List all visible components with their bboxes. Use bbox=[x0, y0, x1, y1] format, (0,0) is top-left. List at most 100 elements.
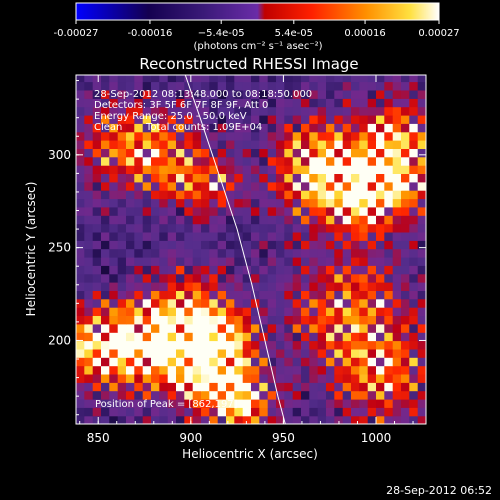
heatmap-cell bbox=[117, 407, 127, 417]
heatmap-cell bbox=[401, 298, 410, 308]
heatmap-cell bbox=[84, 131, 94, 141]
heatmap-cell bbox=[301, 365, 310, 375]
heatmap-cell bbox=[167, 373, 177, 383]
heatmap-cell bbox=[184, 332, 194, 342]
heatmap-cell bbox=[301, 390, 310, 400]
heatmap-cell bbox=[334, 382, 344, 392]
heatmap-cell bbox=[117, 340, 127, 350]
heatmap-cell bbox=[401, 382, 410, 392]
heatmap-cell bbox=[401, 140, 410, 149]
heatmap-cell bbox=[351, 323, 360, 333]
heatmap-cell bbox=[259, 382, 269, 392]
heatmap-cell bbox=[142, 340, 152, 350]
heatmap-cell bbox=[292, 231, 302, 241]
heatmap-cell bbox=[376, 231, 385, 241]
heatmap-cell bbox=[351, 265, 360, 275]
heatmap-cell bbox=[401, 307, 410, 316]
heatmap-cell bbox=[267, 382, 277, 392]
heatmap-cell bbox=[409, 206, 419, 216]
heatmap-cell bbox=[217, 248, 227, 258]
heatmap-cell bbox=[251, 248, 260, 258]
heatmap-cell bbox=[217, 348, 227, 358]
heatmap-cell bbox=[276, 148, 285, 158]
heatmap-cell bbox=[392, 373, 402, 383]
heatmap-cell bbox=[367, 156, 377, 166]
heatmap-cell bbox=[301, 89, 310, 99]
heatmap-cell bbox=[134, 415, 144, 424]
heatmap-cell bbox=[217, 173, 227, 183]
heatmap-cell bbox=[126, 382, 135, 392]
heatmap-cell bbox=[417, 240, 426, 250]
heatmap-cell bbox=[417, 307, 426, 316]
heatmap-cell bbox=[409, 248, 419, 258]
heatmap-cell bbox=[84, 206, 94, 216]
heatmap-cell bbox=[134, 357, 144, 367]
heatmap-cell bbox=[384, 148, 394, 158]
heatmap-cell bbox=[342, 298, 352, 308]
heatmap-cell bbox=[292, 390, 302, 400]
heatmap-cell bbox=[242, 173, 252, 183]
heatmap-cell bbox=[334, 348, 344, 358]
heatmap-cell bbox=[201, 206, 210, 216]
heatmap-cell bbox=[159, 165, 169, 174]
heatmap-cell bbox=[259, 357, 269, 367]
heatmap-cell bbox=[192, 106, 202, 116]
heatmap-cell bbox=[409, 382, 419, 392]
heatmap-cell bbox=[142, 231, 152, 241]
heatmap-cell bbox=[367, 323, 377, 333]
heatmap-cell bbox=[342, 248, 352, 258]
heatmap-cell bbox=[184, 365, 194, 375]
heatmap-cell bbox=[367, 81, 377, 91]
heatmap-cell bbox=[284, 140, 294, 149]
heatmap-cell bbox=[184, 231, 194, 241]
heatmap-cell bbox=[409, 273, 419, 283]
heatmap-cell bbox=[326, 181, 335, 191]
heatmap-cell bbox=[251, 215, 260, 225]
heatmap-cell bbox=[284, 340, 294, 350]
heatmap-cell bbox=[276, 223, 285, 233]
heatmap-cell bbox=[409, 315, 419, 325]
heatmap-cell bbox=[242, 198, 252, 208]
heatmap-cell bbox=[359, 215, 369, 225]
heatmap-cell bbox=[84, 248, 94, 258]
heatmap-cell bbox=[359, 240, 369, 250]
heatmap-cell bbox=[242, 340, 252, 350]
heatmap-cell bbox=[251, 75, 260, 83]
heatmap-cell bbox=[101, 123, 110, 133]
heatmap-cell bbox=[226, 415, 235, 424]
colorbar-tick-label: -0.00016 bbox=[127, 28, 172, 39]
heatmap-cell bbox=[117, 290, 127, 300]
heatmap-cell bbox=[109, 248, 119, 258]
heatmap-cell bbox=[242, 98, 252, 108]
heatmap-cell bbox=[159, 223, 169, 233]
heatmap-cell bbox=[376, 307, 385, 316]
heatmap-cell bbox=[142, 106, 152, 116]
heatmap-cell bbox=[142, 407, 152, 417]
heatmap-cell bbox=[184, 323, 194, 333]
heatmap-cell bbox=[342, 390, 352, 400]
heatmap-cell bbox=[76, 131, 85, 141]
heatmap-cell bbox=[251, 357, 260, 367]
heatmap-cell bbox=[134, 123, 144, 133]
heatmap-cell bbox=[301, 131, 310, 141]
heatmap-cell bbox=[242, 307, 252, 316]
heatmap-cell bbox=[134, 215, 144, 225]
heatmap-cell bbox=[351, 190, 360, 200]
heatmap-cell bbox=[259, 373, 269, 383]
heatmap-cell bbox=[417, 298, 426, 308]
heatmap-cell bbox=[351, 407, 360, 417]
heatmap-cell bbox=[209, 407, 219, 417]
heatmap-cell bbox=[309, 190, 319, 200]
heatmap-cell bbox=[342, 123, 352, 133]
heatmap-cell bbox=[192, 390, 202, 400]
heatmap-cell bbox=[267, 315, 277, 325]
heatmap-cell bbox=[167, 390, 177, 400]
heatmap-cell bbox=[84, 382, 94, 392]
heatmap-cell bbox=[184, 190, 194, 200]
heatmap-cell bbox=[101, 307, 110, 316]
heatmap-cell bbox=[159, 114, 169, 124]
heatmap-cell bbox=[176, 415, 185, 424]
heatmap-cell bbox=[301, 198, 310, 208]
heatmap-cell bbox=[334, 256, 344, 266]
heatmap-cell bbox=[259, 89, 269, 99]
